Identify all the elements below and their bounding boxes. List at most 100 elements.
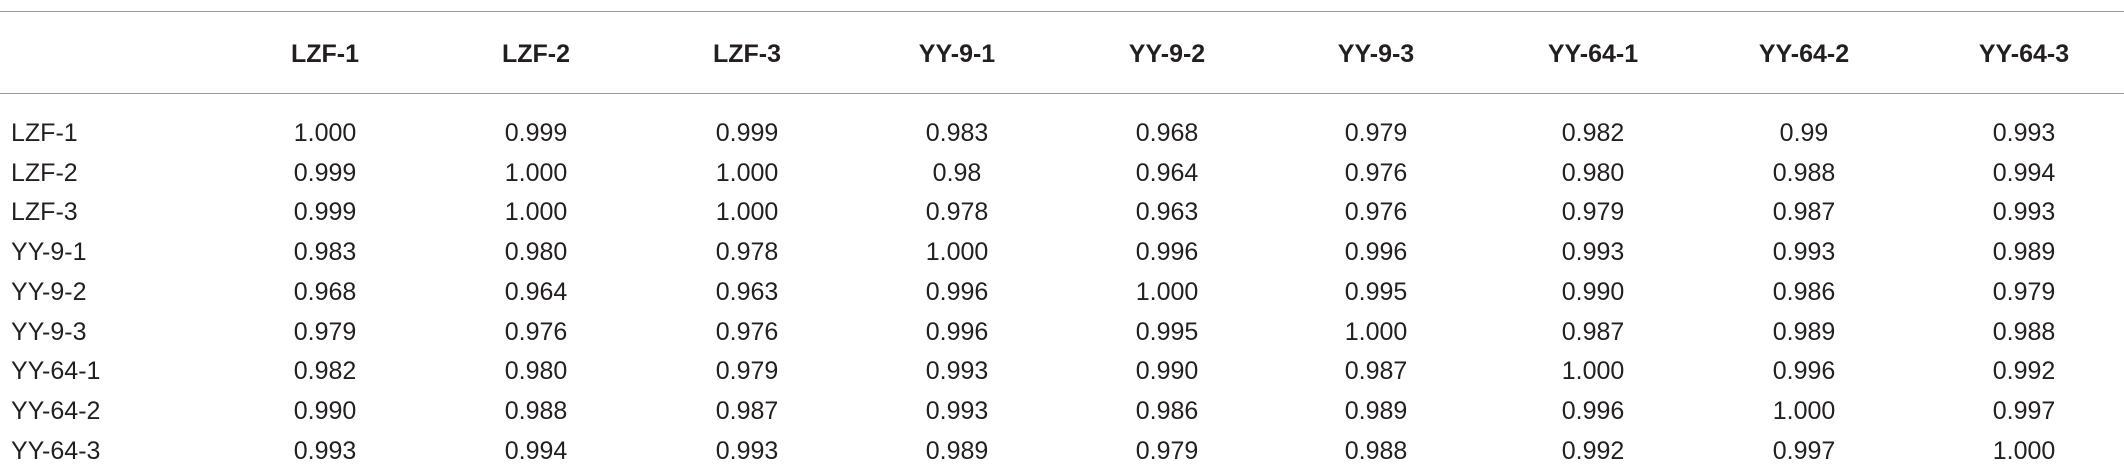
table-cell: 1.000 <box>715 198 779 227</box>
table-cell: 0.988 <box>1772 158 1836 187</box>
table-cell: 0.976 <box>1344 158 1408 187</box>
table-cell: 1.000 <box>1772 396 1836 425</box>
table-cell: 0.982 <box>293 357 357 386</box>
table-cell: 0.996 <box>925 317 989 346</box>
table-cell: 1.000 <box>715 158 779 187</box>
table-cell: 0.989 <box>1992 238 2056 267</box>
table-cell: 0.979 <box>715 357 779 386</box>
table-cell: 0.990 <box>293 396 357 425</box>
table-cell: 0.980 <box>1561 158 1625 187</box>
table-cell: 0.996 <box>1344 238 1408 267</box>
table-cell: 0.993 <box>925 396 989 425</box>
table-cell: 0.986 <box>1135 396 1199 425</box>
table-cell: 1.000 <box>1561 357 1625 386</box>
table-cell: 0.996 <box>925 277 989 306</box>
table-cell: 0.997 <box>1992 396 2056 425</box>
column-header: YY-9-2 <box>1128 40 1206 68</box>
row-label: YY-64-2 <box>11 396 101 425</box>
row-label: YY-9-1 <box>11 238 87 267</box>
table-cell: 0.999 <box>504 119 568 147</box>
table-cell: 0.986 <box>1772 277 1836 306</box>
table-cell: 0.964 <box>1135 158 1199 187</box>
header-rule <box>0 93 2124 94</box>
row-label: YY-64-1 <box>11 357 101 386</box>
table-cell: 0.990 <box>1135 357 1199 386</box>
table-cell: 0.992 <box>1992 357 2056 386</box>
table-cell: 0.999 <box>293 158 357 187</box>
table-cell: 0.999 <box>715 119 779 147</box>
row-label: LZF-3 <box>11 198 78 227</box>
column-header: YY-9-3 <box>1337 40 1415 68</box>
table-cell: 0.993 <box>1772 238 1836 267</box>
table-cell: 0.976 <box>715 317 779 346</box>
table-cell: 0.993 <box>1992 119 2056 147</box>
table-cell: 0.987 <box>1772 198 1836 227</box>
table-cell: 0.995 <box>1344 277 1408 306</box>
column-header: LZF-3 <box>712 40 782 68</box>
table-cell: 0.976 <box>1344 198 1408 227</box>
top-rule <box>0 11 2124 12</box>
table-cell: 0.994 <box>1992 158 2056 187</box>
table-cell: 0.99 <box>1779 119 1829 147</box>
table-cell: 0.989 <box>925 436 989 465</box>
table-cell: 1.000 <box>925 238 989 267</box>
table-cell: 0.997 <box>1772 436 1836 465</box>
column-header: YY-9-1 <box>918 40 996 68</box>
table-cell: 1.000 <box>293 119 357 147</box>
table-cell: 0.980 <box>504 238 568 267</box>
row-label: LZF-1 <box>11 119 78 147</box>
column-header: LZF-1 <box>290 40 360 68</box>
table-cell: 0.964 <box>504 277 568 306</box>
table-cell: 0.996 <box>1561 396 1625 425</box>
table-cell: 1.000 <box>1344 317 1408 346</box>
table-cell: 0.993 <box>925 357 989 386</box>
row-label: YY-64-3 <box>11 436 101 465</box>
row-label: YY-9-2 <box>11 277 87 306</box>
table-cell: 0.999 <box>293 198 357 227</box>
column-header: YY-64-1 <box>1547 40 1639 68</box>
table-cell: 0.993 <box>1992 198 2056 227</box>
table-cell: 1.000 <box>1135 277 1199 306</box>
table-cell: 0.978 <box>715 238 779 267</box>
table-cell: 0.976 <box>504 317 568 346</box>
table-cell: 0.995 <box>1135 317 1199 346</box>
table-cell: 0.996 <box>1772 357 1836 386</box>
table-cell: 0.993 <box>715 436 779 465</box>
table-cell: 0.987 <box>1561 317 1625 346</box>
column-header: YY-64-2 <box>1758 40 1850 68</box>
table-cell: 0.968 <box>293 277 357 306</box>
table-cell: 0.988 <box>504 396 568 425</box>
table-cell: 0.980 <box>504 357 568 386</box>
table-cell: 0.993 <box>293 436 357 465</box>
table-cell: 0.983 <box>293 238 357 267</box>
table-cell: 0.963 <box>1135 198 1199 227</box>
table-cell: 0.983 <box>925 119 989 147</box>
table-cell: 1.000 <box>504 198 568 227</box>
table-cell: 0.98 <box>932 158 982 187</box>
column-header: YY-64-3 <box>1978 40 2070 68</box>
table-cell: 0.993 <box>1561 238 1625 267</box>
table-cell: 0.988 <box>1344 436 1408 465</box>
table-cell: 0.989 <box>1344 396 1408 425</box>
table-cell: 1.000 <box>1992 436 2056 465</box>
table-cell: 0.992 <box>1561 436 1625 465</box>
table-cell: 0.978 <box>925 198 989 227</box>
column-header: LZF-2 <box>501 40 571 68</box>
table-cell: 0.987 <box>1344 357 1408 386</box>
row-label: YY-9-3 <box>11 317 87 346</box>
table-cell: 0.963 <box>715 277 779 306</box>
table-cell: 0.982 <box>1561 119 1625 147</box>
table-cell: 0.988 <box>1992 317 2056 346</box>
row-label: LZF-2 <box>11 158 78 187</box>
table-cell: 0.979 <box>1992 277 2056 306</box>
table-cell: 0.990 <box>1561 277 1625 306</box>
table-cell: 0.994 <box>504 436 568 465</box>
table-cell: 0.979 <box>1135 436 1199 465</box>
table-cell: 0.979 <box>1561 198 1625 227</box>
table-cell: 1.000 <box>504 158 568 187</box>
table-cell: 0.989 <box>1772 317 1836 346</box>
table-cell: 0.979 <box>293 317 357 346</box>
table-cell: 0.968 <box>1135 119 1199 147</box>
table-cell: 0.996 <box>1135 238 1199 267</box>
table-cell: 0.979 <box>1344 119 1408 147</box>
